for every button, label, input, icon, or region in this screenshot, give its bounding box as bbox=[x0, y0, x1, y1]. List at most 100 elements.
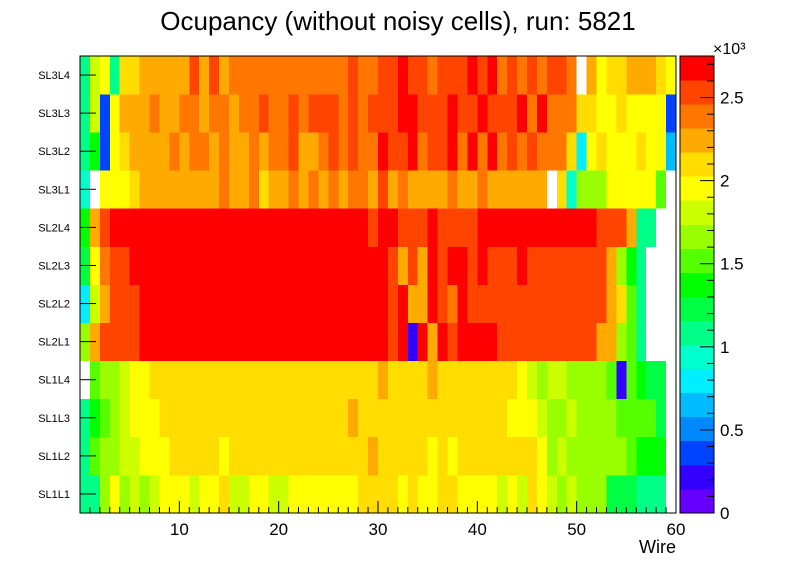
heatmap-cell bbox=[447, 398, 458, 438]
y-tick-label: SL1L4 bbox=[38, 375, 70, 387]
heatmap-cell bbox=[576, 208, 587, 247]
heatmap-cell bbox=[467, 94, 478, 133]
heatmap-cell bbox=[566, 360, 578, 400]
heatmap-cell bbox=[278, 398, 289, 438]
heatmap-cell bbox=[387, 246, 399, 285]
heatmap-cell bbox=[417, 94, 429, 133]
heatmap-cell bbox=[268, 360, 280, 400]
heatmap-cell bbox=[338, 322, 349, 362]
heatmap-cell bbox=[447, 284, 458, 323]
heatmap-cell bbox=[298, 322, 309, 362]
heatmap-cell bbox=[437, 398, 448, 438]
colorbar-swatch bbox=[680, 56, 714, 81]
heatmap-cell bbox=[248, 246, 260, 285]
heatmap-cell bbox=[238, 398, 250, 438]
heatmap-cell bbox=[497, 398, 508, 438]
heatmap-cell bbox=[248, 170, 260, 209]
heatmap-cell bbox=[636, 398, 647, 438]
heatmap-cell bbox=[387, 398, 399, 438]
heatmap-cell bbox=[288, 94, 299, 133]
colorbar-tick-label: 2.5 bbox=[720, 89, 744, 108]
heatmap-cell bbox=[139, 322, 150, 362]
heatmap-cell bbox=[338, 360, 349, 400]
heatmap-cell bbox=[169, 398, 180, 438]
heatmap-cell bbox=[507, 322, 518, 362]
heatmap-cell bbox=[378, 94, 389, 133]
heatmap-cell bbox=[427, 56, 438, 95]
heatmap-cell bbox=[129, 398, 140, 438]
heatmap-cell bbox=[427, 208, 438, 247]
heatmap-cell bbox=[238, 360, 250, 400]
heatmap-cell bbox=[338, 170, 349, 209]
heatmap-cell bbox=[546, 398, 558, 438]
heatmap-cell bbox=[278, 284, 289, 323]
heatmap-cell bbox=[229, 132, 240, 171]
heatmap-cell bbox=[169, 246, 180, 285]
heatmap-cell bbox=[139, 474, 150, 514]
heatmap-cell bbox=[487, 322, 498, 362]
heatmap-cell bbox=[258, 322, 270, 362]
heatmap-cell bbox=[378, 436, 389, 476]
heatmap-cell bbox=[288, 322, 299, 362]
heatmap-cell bbox=[497, 132, 508, 171]
heatmap-cell bbox=[487, 360, 498, 400]
heatmap-cell bbox=[368, 94, 379, 133]
heatmap-cell bbox=[616, 132, 627, 171]
heatmap-cell bbox=[308, 56, 319, 95]
colorbar: 0 0.5 1 1.5 2 2.5 bbox=[679, 55, 744, 523]
heatmap-cell bbox=[407, 436, 419, 476]
heatmap-cell bbox=[497, 208, 508, 247]
heatmap-cell bbox=[467, 360, 478, 400]
heatmap-cell bbox=[397, 474, 409, 514]
heatmap-cell bbox=[626, 246, 637, 285]
heatmap-cell bbox=[368, 360, 379, 400]
heatmap-cell bbox=[189, 94, 200, 133]
heatmap-cell bbox=[129, 360, 140, 400]
heatmap-cell bbox=[556, 284, 568, 323]
heatmap-cell bbox=[457, 132, 468, 171]
colorbar-swatch bbox=[680, 248, 714, 273]
heatmap-cell bbox=[636, 474, 647, 514]
heatmap-cell bbox=[288, 170, 299, 209]
heatmap-cell bbox=[368, 436, 379, 476]
heatmap-cell bbox=[586, 170, 597, 209]
heatmap-cell bbox=[109, 246, 121, 285]
heatmap-cell bbox=[209, 132, 220, 171]
heatmap-cell bbox=[437, 474, 448, 514]
heatmap-cell bbox=[596, 436, 607, 476]
heatmap-cell bbox=[586, 208, 597, 247]
heatmap-cell bbox=[517, 132, 528, 171]
heatmap-cell bbox=[576, 360, 587, 400]
heatmap-cell bbox=[387, 208, 399, 247]
heatmap-cell bbox=[387, 360, 399, 400]
heatmap-cell bbox=[199, 284, 210, 323]
heatmap-cell bbox=[169, 436, 180, 476]
heatmap-cell bbox=[348, 360, 359, 400]
heatmap-cell bbox=[348, 284, 359, 323]
heatmap-cell bbox=[219, 246, 230, 285]
heatmap-cell bbox=[616, 398, 627, 438]
heatmap-cell bbox=[189, 246, 200, 285]
heatmap-cell bbox=[546, 436, 558, 476]
heatmap-cell bbox=[139, 360, 150, 400]
x-tick-label: 40 bbox=[468, 520, 487, 539]
colorbar-swatch bbox=[680, 104, 714, 129]
heatmap-cell bbox=[427, 284, 438, 323]
heatmap-cell bbox=[596, 398, 607, 438]
heatmap-cell bbox=[378, 322, 389, 362]
heatmap-cell bbox=[248, 322, 260, 362]
y-tick-label: SL2L3 bbox=[38, 260, 70, 272]
heatmap-cell bbox=[606, 208, 617, 247]
heatmap-cell bbox=[517, 360, 528, 400]
heatmap-cell bbox=[566, 398, 578, 438]
heatmap-cell bbox=[328, 360, 339, 400]
heatmap-cell bbox=[328, 94, 339, 133]
heatmap-cell bbox=[119, 436, 131, 476]
heatmap-cell bbox=[288, 436, 299, 476]
heatmap-cell bbox=[258, 284, 270, 323]
heatmap-cell bbox=[169, 132, 180, 171]
y-tick-label: SL3L4 bbox=[38, 70, 70, 82]
heatmap-cell bbox=[656, 132, 667, 171]
heatmap-cell bbox=[417, 474, 429, 514]
heatmap-cell bbox=[507, 132, 518, 171]
